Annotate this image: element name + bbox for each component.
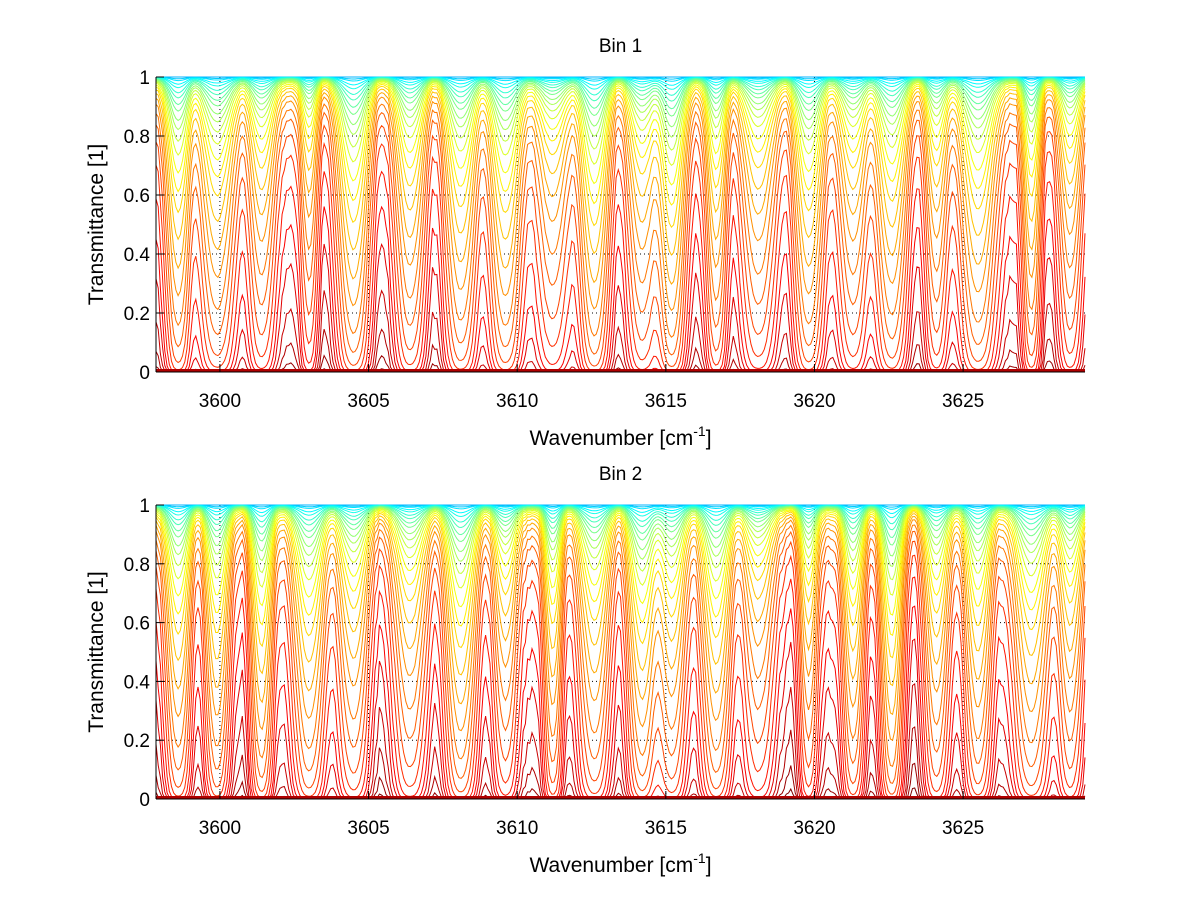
series-line bbox=[155, 141, 1086, 372]
series-line bbox=[155, 80, 1086, 151]
series-line bbox=[155, 85, 1086, 229]
x-tick-label: 3605 bbox=[347, 391, 389, 412]
x-axis-label: Wavenumber [cm-1] bbox=[529, 850, 711, 877]
series-line bbox=[155, 96, 1086, 312]
series-line bbox=[155, 79, 1086, 138]
x-tick-label: 3600 bbox=[199, 818, 241, 839]
y-tick-label: 1 bbox=[139, 496, 150, 517]
series-line bbox=[155, 78, 1086, 128]
y-tick-label: 0.8 bbox=[124, 555, 150, 576]
series-line bbox=[155, 515, 1086, 716]
x-tick-label: 3600 bbox=[199, 391, 241, 412]
series-line bbox=[155, 78, 1086, 117]
y-tick-label: 0.2 bbox=[124, 304, 150, 325]
series-line bbox=[155, 505, 1086, 531]
series-line bbox=[155, 81, 1086, 166]
series-line bbox=[155, 103, 1086, 338]
x-axis-label-superscript: -1 bbox=[693, 850, 706, 866]
y-tick-label: 0 bbox=[139, 363, 150, 384]
series-line bbox=[155, 505, 1086, 546]
x-axis-label-superscript: -1 bbox=[693, 423, 706, 439]
y-tick-label: 0.4 bbox=[124, 672, 151, 693]
series-line bbox=[155, 92, 1086, 285]
y-axis-label: Transmittance [1] bbox=[85, 144, 108, 305]
series-line bbox=[155, 508, 1086, 616]
x-tick-label: 3615 bbox=[645, 391, 687, 412]
chart-title: Bin 2 bbox=[599, 464, 642, 485]
series-line bbox=[155, 124, 1086, 368]
series-line bbox=[155, 506, 1086, 568]
subplot-bin-1: 3600 3605 3610 3615 3620 3625 0 0.2 0.4 0.6 0.8 1 Bi… bbox=[85, 36, 1086, 450]
series-line bbox=[155, 513, 1086, 687]
subplot-bin-2: 3600 3605 3610 3615 3620 3625 0 0.2 0.4 0.6 0.8 1 Bi… bbox=[85, 464, 1086, 877]
series-line bbox=[155, 524, 1086, 767]
x-axis-label-end: ] bbox=[706, 427, 712, 450]
y-tick-label: 0 bbox=[139, 790, 150, 811]
series-line bbox=[155, 77, 1086, 110]
y-tick-label: 1 bbox=[139, 68, 150, 89]
series-line bbox=[155, 83, 1086, 206]
series-line bbox=[155, 507, 1086, 581]
x-tick-label: 3605 bbox=[347, 818, 389, 839]
series-line bbox=[155, 540, 1086, 795]
y-tick-label: 0.2 bbox=[124, 731, 150, 752]
x-tick-label: 3610 bbox=[496, 391, 538, 412]
y-axis-label: Transmittance [1] bbox=[85, 571, 108, 732]
x-tick-label: 3610 bbox=[496, 818, 538, 839]
x-tick-label: 3620 bbox=[793, 818, 835, 839]
x-axis-label: Wavenumber [cm-1] bbox=[529, 423, 711, 450]
series-saturated-band bbox=[156, 369, 1085, 372]
x-tick-label: 3620 bbox=[793, 391, 835, 412]
y-tick-label: 0.4 bbox=[124, 245, 151, 266]
x-tick-label: 3625 bbox=[942, 391, 984, 412]
series-line bbox=[155, 530, 1086, 784]
series-line bbox=[155, 506, 1086, 557]
series-line bbox=[155, 511, 1086, 659]
series-line bbox=[155, 510, 1086, 637]
x-tick-label: 3625 bbox=[942, 818, 984, 839]
series-line bbox=[155, 519, 1086, 741]
x-axis-label-main: Wavenumber [cm bbox=[529, 854, 693, 877]
y-tick-label: 0.6 bbox=[124, 614, 150, 635]
x-axis-label-main: Wavenumber [cm bbox=[529, 427, 693, 450]
chart-title: Bin 1 bbox=[599, 36, 642, 57]
series-line bbox=[155, 77, 1086, 102]
series-saturated-band bbox=[156, 796, 1085, 799]
y-tick-label: 0.8 bbox=[124, 127, 150, 148]
x-tick-label: 3615 bbox=[645, 818, 687, 839]
x-axis-label-end: ] bbox=[706, 854, 712, 877]
series-line bbox=[155, 111, 1086, 356]
y-tick-label: 0.6 bbox=[124, 186, 150, 207]
series-line bbox=[155, 88, 1086, 256]
series-line bbox=[155, 170, 1086, 373]
series-line bbox=[155, 507, 1086, 596]
series-line bbox=[155, 82, 1086, 186]
